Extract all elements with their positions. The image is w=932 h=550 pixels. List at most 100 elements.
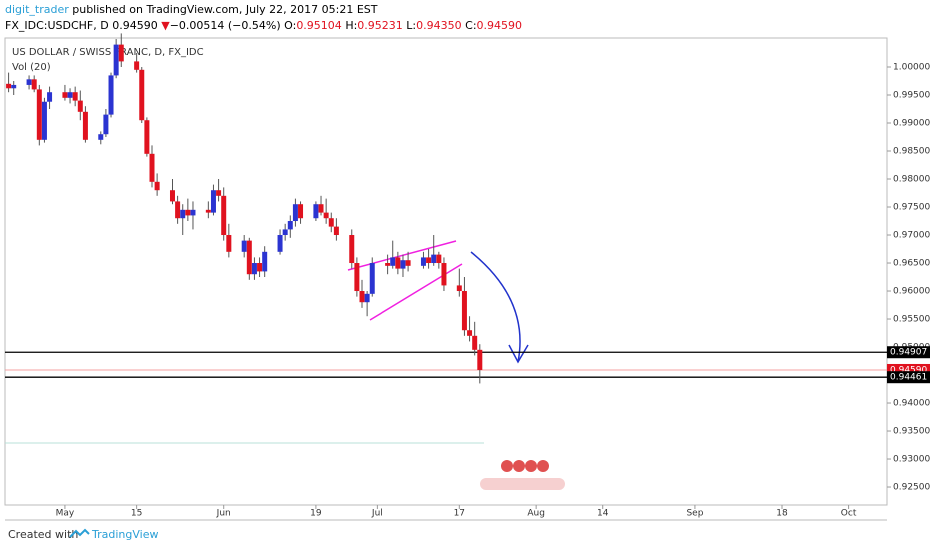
y-tick-label: 0.95500 bbox=[893, 315, 930, 325]
candle-body bbox=[359, 291, 365, 303]
x-tick-label: Jun bbox=[216, 509, 231, 519]
publish-line: digit_trader published on TradingView.co… bbox=[5, 3, 378, 16]
x-tick-label: Jul bbox=[371, 509, 383, 519]
candle-body bbox=[216, 190, 222, 196]
candle-body bbox=[36, 89, 42, 140]
x-tick-label: Aug bbox=[527, 509, 545, 519]
level-label: 0.94461 bbox=[890, 373, 927, 383]
candle-body bbox=[205, 209, 211, 213]
candle-body bbox=[62, 92, 68, 98]
event-icons bbox=[480, 460, 565, 490]
candle-body bbox=[82, 111, 88, 140]
candle-body bbox=[390, 257, 396, 266]
candle-body bbox=[287, 221, 293, 230]
x-tick-label: 14 bbox=[597, 509, 609, 519]
y-tick-label: 0.97000 bbox=[893, 231, 930, 241]
x-tick-label: 19 bbox=[310, 509, 322, 519]
chart-title: US DOLLAR / SWISS FRANC, D, FX_IDC bbox=[12, 47, 204, 58]
candle-body bbox=[420, 257, 426, 266]
volume-label: Vol (20) bbox=[12, 62, 51, 73]
wedge-upper bbox=[347, 240, 457, 271]
candle-body bbox=[257, 263, 263, 272]
candle-body bbox=[400, 260, 406, 269]
last: 0.94590 bbox=[112, 19, 158, 32]
candle-body bbox=[67, 92, 73, 98]
candle-body bbox=[441, 263, 447, 286]
candle-body bbox=[210, 190, 216, 213]
candle-body bbox=[154, 181, 160, 191]
candle-body bbox=[395, 257, 401, 269]
open: 0.95104 bbox=[296, 19, 342, 32]
candle-body bbox=[472, 335, 478, 350]
candle-body bbox=[426, 257, 432, 264]
x-tick-label: Oct bbox=[841, 509, 857, 519]
c-label: C: bbox=[465, 19, 477, 32]
symbol-line: FX_IDC:USDCHF, D 0.94590 ▼−0.00514 (−0.5… bbox=[5, 19, 522, 32]
candle-body bbox=[31, 79, 37, 90]
y-tick-label: 0.96500 bbox=[893, 259, 930, 269]
candle-body bbox=[349, 235, 355, 264]
plot-frame bbox=[4, 37, 888, 506]
candle-body bbox=[328, 218, 334, 227]
candle-body bbox=[251, 263, 257, 275]
h-label: H: bbox=[345, 19, 358, 32]
candle-body bbox=[333, 226, 339, 236]
candle-body bbox=[262, 251, 268, 272]
candle-body bbox=[226, 235, 232, 252]
candle-body bbox=[41, 101, 47, 140]
y-tick-label: 0.93500 bbox=[893, 427, 930, 437]
candle-body bbox=[11, 84, 17, 89]
brand[interactable]: TradingView bbox=[91, 528, 158, 541]
created-with: Created with bbox=[8, 528, 78, 541]
candle-body bbox=[477, 349, 483, 370]
candle-body bbox=[431, 254, 437, 264]
candle-body bbox=[77, 100, 83, 112]
symbol: FX_IDC:USDCHF, D bbox=[5, 19, 109, 32]
close: 0.94590 bbox=[476, 19, 523, 32]
candle-body bbox=[277, 235, 283, 252]
candle-body bbox=[118, 44, 124, 62]
y-tick-label: 0.98000 bbox=[893, 175, 930, 185]
level-label: 0.94590 bbox=[890, 365, 927, 375]
author[interactable]: digit_trader bbox=[5, 3, 69, 16]
candle-body bbox=[103, 114, 109, 135]
candle-body bbox=[144, 120, 150, 154]
candle-body bbox=[6, 83, 12, 89]
candle-body bbox=[298, 204, 304, 219]
candle-body bbox=[180, 209, 186, 219]
arrow: ▼ bbox=[161, 19, 170, 32]
x-tick-label: 18 bbox=[776, 509, 788, 519]
candle-body bbox=[169, 190, 175, 202]
high: 0.95231 bbox=[357, 19, 403, 32]
forecast-arrow bbox=[470, 251, 521, 363]
wedge-lower bbox=[369, 263, 463, 321]
arrow-head bbox=[508, 344, 529, 364]
x-tick-label: 15 bbox=[131, 509, 142, 519]
candle-body bbox=[149, 153, 155, 182]
candle-body bbox=[47, 92, 53, 102]
candle-body bbox=[221, 195, 227, 236]
candle-body bbox=[241, 240, 247, 252]
x-tick-label: 17 bbox=[454, 509, 465, 519]
y-tick-label: 0.99000 bbox=[893, 119, 930, 129]
y-tick-label: 0.98500 bbox=[893, 147, 930, 157]
y-tick-label: 0.97500 bbox=[893, 203, 930, 213]
candle-body bbox=[246, 240, 252, 275]
candle-body bbox=[461, 291, 467, 331]
y-tick-label: 0.94000 bbox=[893, 399, 930, 409]
candle-body bbox=[282, 229, 288, 236]
brand-logo bbox=[69, 528, 90, 538]
candle-body bbox=[113, 44, 119, 76]
candle-body bbox=[26, 79, 32, 85]
candle-body bbox=[72, 92, 78, 101]
low: 0.94350 bbox=[416, 19, 462, 32]
candle-body bbox=[323, 212, 329, 219]
candle-body bbox=[369, 263, 375, 294]
candle-body bbox=[292, 204, 298, 222]
y-tick-label: 0.96000 bbox=[893, 287, 930, 297]
candle-body bbox=[354, 263, 360, 292]
x-tick-label: May bbox=[56, 509, 75, 519]
x-tick-label: Sep bbox=[686, 509, 703, 519]
y-tick-label: 0.92500 bbox=[893, 483, 930, 493]
